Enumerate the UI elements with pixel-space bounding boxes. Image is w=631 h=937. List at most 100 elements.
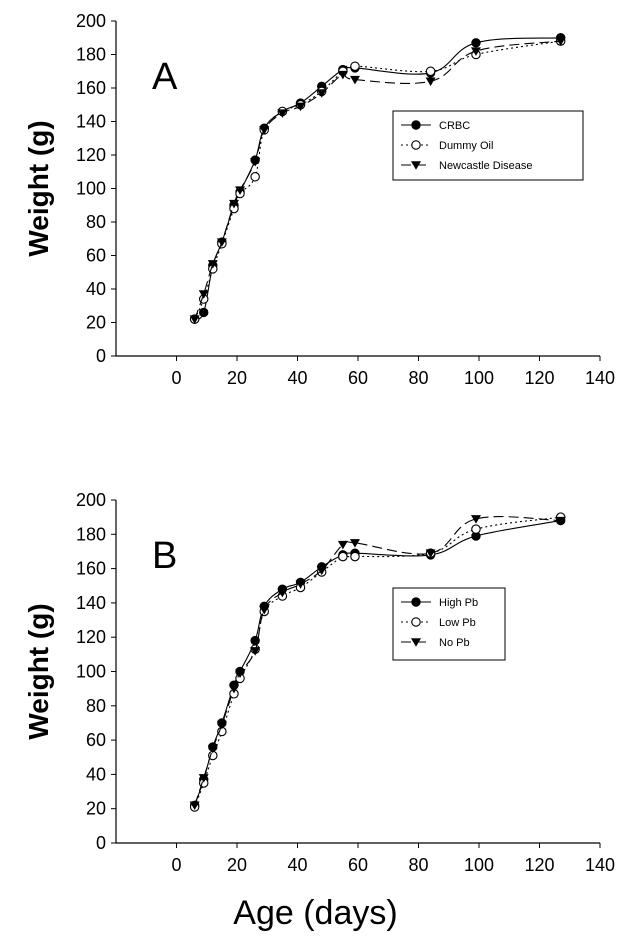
data-point <box>470 515 481 524</box>
y-tick-label: 80 <box>86 696 106 716</box>
legend-marker <box>411 597 421 607</box>
x-tick-label: 40 <box>287 368 307 388</box>
data-point <box>337 70 348 80</box>
series-line <box>194 516 561 808</box>
data-point <box>235 669 246 678</box>
panel-label: B <box>152 535 177 577</box>
data-point <box>189 315 200 324</box>
data-point <box>338 551 348 562</box>
data-point <box>337 540 348 550</box>
y-tick-label: 100 <box>76 662 106 682</box>
y-tick-label: 100 <box>76 179 106 199</box>
y-axis-label: Weight (g) <box>23 120 54 256</box>
x-tick-label: 0 <box>171 368 181 388</box>
data-point <box>425 77 436 87</box>
legend-label: Low Pb <box>439 617 476 629</box>
y-axis-label: Weight (g) <box>23 603 54 739</box>
x-tick-label: 140 <box>585 855 615 875</box>
y-tick-label: 0 <box>96 833 106 853</box>
legend-box <box>392 587 506 661</box>
y-tick-label: 0 <box>96 346 106 366</box>
x-tick-label: 120 <box>524 368 554 388</box>
data-point <box>259 126 270 135</box>
data-point <box>350 61 360 71</box>
y-tick-label: 40 <box>86 764 106 784</box>
x-tick-label: 20 <box>227 855 247 875</box>
data-point <box>316 566 327 576</box>
y-tick-label: 20 <box>86 313 106 333</box>
x-tick-label: 20 <box>227 368 247 388</box>
legend-label: Newcastle Disease <box>439 160 533 172</box>
data-point <box>425 66 436 77</box>
data-point <box>277 588 288 598</box>
legend-marker <box>411 120 421 130</box>
legend-marker <box>411 140 421 150</box>
x-tick-label: 40 <box>287 855 307 875</box>
x-tick-label: 80 <box>408 368 428 388</box>
data-point <box>425 549 436 558</box>
y-tick-label: 120 <box>76 145 106 165</box>
data-point <box>250 172 260 182</box>
legend-label: CRBC <box>439 120 470 132</box>
data-point <box>250 157 261 167</box>
data-point <box>207 260 218 269</box>
data-point <box>199 307 209 318</box>
x-axis-label: Age (days) <box>233 894 398 932</box>
data-point <box>198 774 209 783</box>
panel-label: A <box>152 56 178 98</box>
data-point <box>216 720 227 730</box>
data-point <box>349 75 360 85</box>
data-point <box>295 102 306 112</box>
y-tick-label: 140 <box>76 112 106 132</box>
series-line <box>194 520 561 806</box>
x-tick-label: 100 <box>464 855 494 875</box>
series-line <box>194 40 561 320</box>
y-tick-label: 60 <box>86 246 106 266</box>
y-tick-label: 180 <box>76 524 106 544</box>
data-point <box>216 238 227 247</box>
chart-panel-b: 0 20 40 60 80 100 120 140 160 180 200 0 20 40 60 80 100 1… <box>23 490 615 875</box>
y-tick-label: 80 <box>86 212 106 232</box>
legend-marker <box>411 617 421 627</box>
data-point <box>350 551 360 562</box>
data-point <box>295 580 306 589</box>
y-tick-label: 160 <box>76 78 106 98</box>
data-point <box>235 186 246 195</box>
x-tick-label: 0 <box>171 855 181 875</box>
x-tick-label: 60 <box>348 855 368 875</box>
y-tick-label: 40 <box>86 279 106 299</box>
y-tick-label: 140 <box>76 593 106 613</box>
series-line <box>194 516 561 806</box>
x-tick-label: 100 <box>464 368 494 388</box>
legend-label: High Pb <box>439 597 478 609</box>
data-point <box>555 516 566 526</box>
data-point <box>207 744 218 754</box>
y-tick-label: 120 <box>76 627 106 647</box>
data-point <box>471 524 481 534</box>
data-point <box>228 684 239 694</box>
legend-label: Dummy Oil <box>439 140 493 152</box>
data-point <box>259 606 270 615</box>
x-tick-label: 140 <box>585 368 615 388</box>
data-point <box>471 38 481 48</box>
data-point <box>555 37 566 46</box>
y-tick-label: 180 <box>76 45 106 65</box>
x-tick-label: 60 <box>348 368 368 388</box>
data-point <box>349 539 360 548</box>
data-point <box>470 47 481 56</box>
data-point <box>316 89 327 98</box>
y-tick-label: 60 <box>86 730 106 750</box>
data-point <box>277 109 288 118</box>
y-tick-label: 20 <box>86 799 106 819</box>
legend-box <box>392 110 584 181</box>
legend-marker <box>411 638 421 647</box>
data-point <box>189 801 200 811</box>
y-tick-label: 160 <box>76 559 106 579</box>
chart-panel-a: 0 20 40 60 80 100 120 140 160 180 200 0 20 40 60 80 100 1… <box>23 11 615 388</box>
x-tick-label: 120 <box>524 855 554 875</box>
data-point <box>250 647 261 656</box>
legend-marker <box>411 161 421 170</box>
data-point <box>228 199 239 209</box>
data-point <box>198 290 209 299</box>
